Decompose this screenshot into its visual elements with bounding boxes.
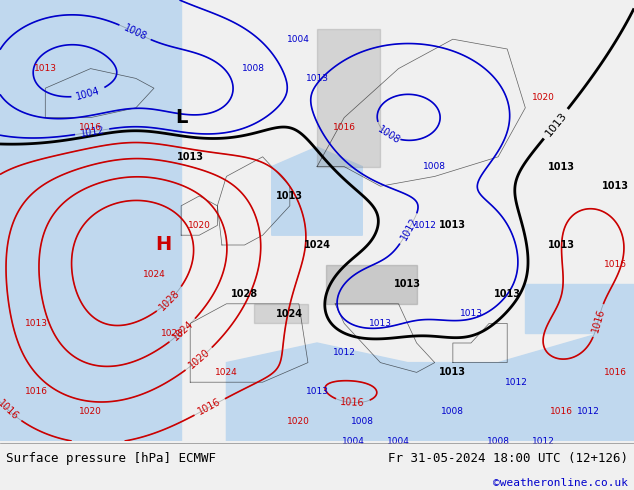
Text: 1028: 1028 bbox=[158, 288, 182, 312]
Text: 1016: 1016 bbox=[79, 123, 102, 132]
Text: 1024: 1024 bbox=[215, 368, 238, 377]
Polygon shape bbox=[254, 304, 308, 323]
Text: 1013: 1013 bbox=[543, 110, 569, 138]
Text: 1008: 1008 bbox=[351, 417, 374, 426]
Text: 1008: 1008 bbox=[441, 407, 464, 416]
Text: 1008: 1008 bbox=[424, 162, 446, 171]
Text: 1016: 1016 bbox=[604, 260, 628, 269]
Text: 1024: 1024 bbox=[304, 240, 330, 250]
Text: 1013: 1013 bbox=[177, 152, 204, 162]
Polygon shape bbox=[326, 265, 417, 304]
Text: 1013: 1013 bbox=[394, 279, 421, 289]
Text: 1024: 1024 bbox=[143, 270, 165, 279]
Text: 1013: 1013 bbox=[306, 74, 328, 83]
Text: 1012: 1012 bbox=[414, 221, 437, 230]
Text: 1013: 1013 bbox=[369, 319, 392, 328]
Text: 1013: 1013 bbox=[548, 240, 575, 250]
Text: 1013: 1013 bbox=[25, 319, 48, 328]
Text: 1016: 1016 bbox=[197, 397, 223, 417]
Text: 1004: 1004 bbox=[287, 35, 310, 44]
Text: 1016: 1016 bbox=[25, 388, 48, 396]
Text: 1020: 1020 bbox=[532, 94, 555, 102]
Polygon shape bbox=[272, 147, 362, 235]
Text: L: L bbox=[175, 108, 187, 127]
Text: 1008: 1008 bbox=[376, 124, 402, 146]
Text: 1012: 1012 bbox=[532, 437, 555, 445]
Text: 1008: 1008 bbox=[122, 23, 148, 42]
Text: 1012: 1012 bbox=[399, 216, 419, 242]
Text: 1020: 1020 bbox=[186, 347, 212, 371]
Text: 1013: 1013 bbox=[34, 64, 57, 73]
Text: 1013: 1013 bbox=[460, 309, 482, 318]
Text: 1012: 1012 bbox=[578, 407, 600, 416]
Text: 1020: 1020 bbox=[188, 221, 210, 230]
Text: 1013: 1013 bbox=[548, 162, 575, 172]
Text: 1013: 1013 bbox=[306, 388, 328, 396]
Text: 1024: 1024 bbox=[171, 319, 195, 343]
Text: 1016: 1016 bbox=[0, 398, 20, 422]
Text: 1016: 1016 bbox=[590, 307, 607, 334]
Text: 1013: 1013 bbox=[494, 289, 521, 299]
Text: 1012: 1012 bbox=[333, 348, 356, 357]
Polygon shape bbox=[317, 29, 380, 167]
Bar bbox=[0, 0, 181, 441]
Text: ©weatheronline.co.uk: ©weatheronline.co.uk bbox=[493, 478, 628, 488]
Text: Fr 31-05-2024 18:00 UTC (12+126): Fr 31-05-2024 18:00 UTC (12+126) bbox=[387, 452, 628, 465]
Text: 1012: 1012 bbox=[505, 378, 527, 387]
Text: 1013: 1013 bbox=[602, 181, 630, 191]
Text: 1013: 1013 bbox=[439, 220, 467, 230]
Text: 1020: 1020 bbox=[79, 407, 102, 416]
Text: 1016: 1016 bbox=[333, 123, 356, 132]
Text: 1013: 1013 bbox=[439, 368, 467, 377]
Text: Surface pressure [hPa] ECMWF: Surface pressure [hPa] ECMWF bbox=[6, 452, 216, 465]
Text: 1016: 1016 bbox=[604, 368, 628, 377]
Text: 1012: 1012 bbox=[79, 125, 105, 139]
Text: 1020: 1020 bbox=[287, 417, 310, 426]
Text: 1016: 1016 bbox=[550, 407, 573, 416]
Polygon shape bbox=[526, 284, 634, 333]
Text: 1028: 1028 bbox=[231, 289, 258, 299]
Text: 1004: 1004 bbox=[387, 437, 410, 445]
Text: 1004: 1004 bbox=[342, 437, 365, 445]
Text: 1028: 1028 bbox=[160, 329, 183, 338]
Polygon shape bbox=[226, 323, 634, 441]
Text: 1024: 1024 bbox=[276, 309, 303, 318]
Text: 1004: 1004 bbox=[75, 86, 101, 102]
Text: H: H bbox=[155, 236, 171, 254]
Text: 1016: 1016 bbox=[340, 397, 365, 408]
Text: 1008: 1008 bbox=[242, 64, 265, 73]
Text: 1008: 1008 bbox=[487, 437, 510, 445]
Text: 1013: 1013 bbox=[276, 191, 303, 201]
